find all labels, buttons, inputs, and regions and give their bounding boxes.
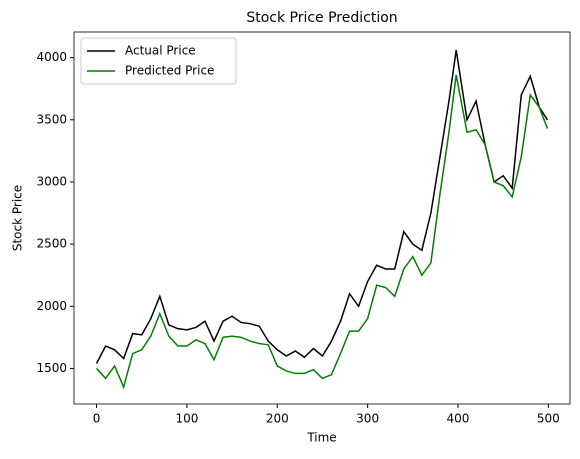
x-tick-label: 100: [175, 412, 198, 426]
legend-label: Predicted Price: [125, 64, 214, 78]
y-tick-label: 3500: [36, 112, 67, 126]
line-series: [95, 50, 549, 364]
x-tick-label: 400: [447, 412, 470, 426]
line-series: [95, 74, 549, 390]
chart-title: Stock Price Prediction: [246, 10, 397, 26]
y-tick-label: 1500: [36, 361, 67, 375]
y-tick-label: 4000: [36, 50, 67, 64]
y-tick-label: 2000: [36, 299, 67, 313]
y-axis-label: Stock Price: [11, 185, 25, 251]
x-tick-label: 0: [93, 412, 101, 426]
axes-frame: [73, 31, 571, 405]
x-axis-label: Time: [306, 431, 336, 445]
x-tick-label: 200: [266, 412, 289, 426]
legend-label: Actual Price: [125, 44, 196, 58]
legend-box: [80, 37, 237, 85]
y-tick-label: 2500: [36, 237, 67, 251]
y-tick-label: 3000: [36, 174, 67, 188]
x-tick-label: 500: [537, 412, 560, 426]
x-tick-label: 300: [356, 412, 379, 426]
